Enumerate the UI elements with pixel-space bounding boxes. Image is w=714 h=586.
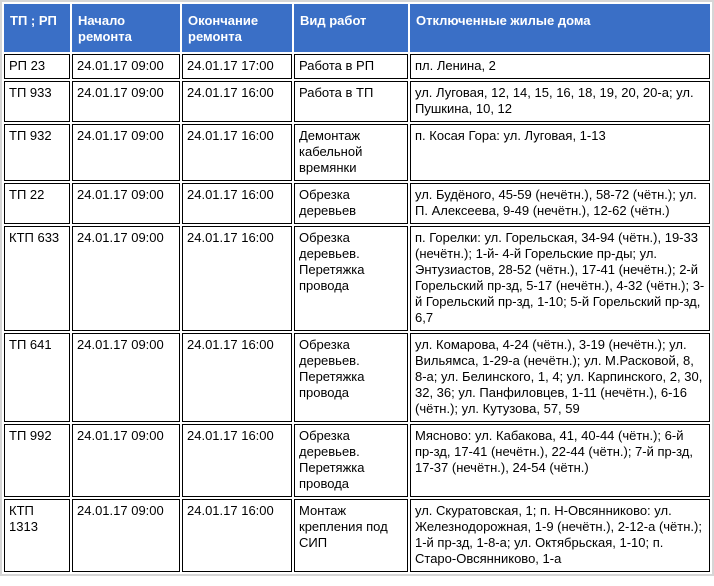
table-row: КТП 633 24.01.17 09:00 24.01.17 16:00 Об… [4,226,710,331]
cell-repair-end: 24.01.17 16:00 [182,124,292,181]
column-header-houses: Отключенные жилые дома [410,4,710,52]
table-row: ТП 992 24.01.17 09:00 24.01.17 16:00 Обр… [4,424,710,497]
cell-repair-end: 24.01.17 16:00 [182,499,292,572]
cell-repair-end: 24.01.17 17:00 [182,54,292,79]
cell-houses: п. Горелки: ул. Горельская, 34-94 (чётн.… [410,226,710,331]
cell-substation: РП 23 [4,54,70,79]
cell-houses: ул. Скуратовская, 1; п. Н-Овсянниково: у… [410,499,710,572]
cell-repair-start: 24.01.17 09:00 [72,183,180,224]
cell-work-type: Демонтаж кабельной времянки [294,124,408,181]
table-row: ТП 641 24.01.17 09:00 24.01.17 16:00 Обр… [4,333,710,422]
cell-repair-end: 24.01.17 16:00 [182,226,292,331]
cell-substation: ТП 933 [4,81,70,122]
table-row: ТП 933 24.01.17 09:00 24.01.17 16:00 Раб… [4,81,710,122]
cell-substation: КТП 633 [4,226,70,331]
cell-substation: ТП 22 [4,183,70,224]
cell-substation: ТП 641 [4,333,70,422]
cell-substation: ТП 932 [4,124,70,181]
cell-work-type: Работа в ТП [294,81,408,122]
cell-repair-start: 24.01.17 09:00 [72,81,180,122]
column-header-substation: ТП ; РП [4,4,70,52]
table-row: РП 23 24.01.17 09:00 24.01.17 17:00 Рабо… [4,54,710,79]
column-header-work-type: Вид работ [294,4,408,52]
cell-houses: ул. Комарова, 4-24 (чётн.), 3-19 (нечётн… [410,333,710,422]
cell-repair-start: 24.01.17 09:00 [72,124,180,181]
cell-repair-start: 24.01.17 09:00 [72,333,180,422]
cell-work-type: Обрезка деревьев. Перетяжка провода [294,226,408,331]
cell-repair-start: 24.01.17 09:00 [72,54,180,79]
cell-houses: п. Косая Гора: ул. Луговая, 1-13 [410,124,710,181]
cell-repair-start: 24.01.17 09:00 [72,226,180,331]
cell-houses: пл. Ленина, 2 [410,54,710,79]
cell-repair-end: 24.01.17 16:00 [182,333,292,422]
cell-work-type: Обрезка деревьев [294,183,408,224]
table-row: ТП 932 24.01.17 09:00 24.01.17 16:00 Дем… [4,124,710,181]
cell-repair-end: 24.01.17 16:00 [182,424,292,497]
table-row: КТП 1313 24.01.17 09:00 24.01.17 16:00 М… [4,499,710,572]
cell-substation: КТП 1313 [4,499,70,572]
cell-work-type: Обрезка деревьев. Перетяжка провода [294,333,408,422]
cell-houses: Мясново: ул. Кабакова, 41, 40-44 (чётн.)… [410,424,710,497]
column-header-repair-start: Начало ремонта [72,4,180,52]
cell-houses: ул. Будёного, 45-59 (нечётн.), 58-72 (чё… [410,183,710,224]
cell-repair-start: 24.01.17 09:00 [72,499,180,572]
cell-work-type: Монтаж крепления под СИП [294,499,408,572]
table-row: ТП 22 24.01.17 09:00 24.01.17 16:00 Обре… [4,183,710,224]
cell-repair-end: 24.01.17 16:00 [182,183,292,224]
cell-substation: ТП 992 [4,424,70,497]
cell-houses: ул. Луговая, 12, 14, 15, 16, 18, 19, 20,… [410,81,710,122]
column-header-repair-end: Окончание ремонта [182,4,292,52]
cell-repair-start: 24.01.17 09:00 [72,424,180,497]
cell-work-type: Обрезка деревьев. Перетяжка провода [294,424,408,497]
cell-work-type: Работа в РП [294,54,408,79]
cell-repair-end: 24.01.17 16:00 [182,81,292,122]
header-row: ТП ; РП Начало ремонта Окончание ремонта… [4,4,710,52]
